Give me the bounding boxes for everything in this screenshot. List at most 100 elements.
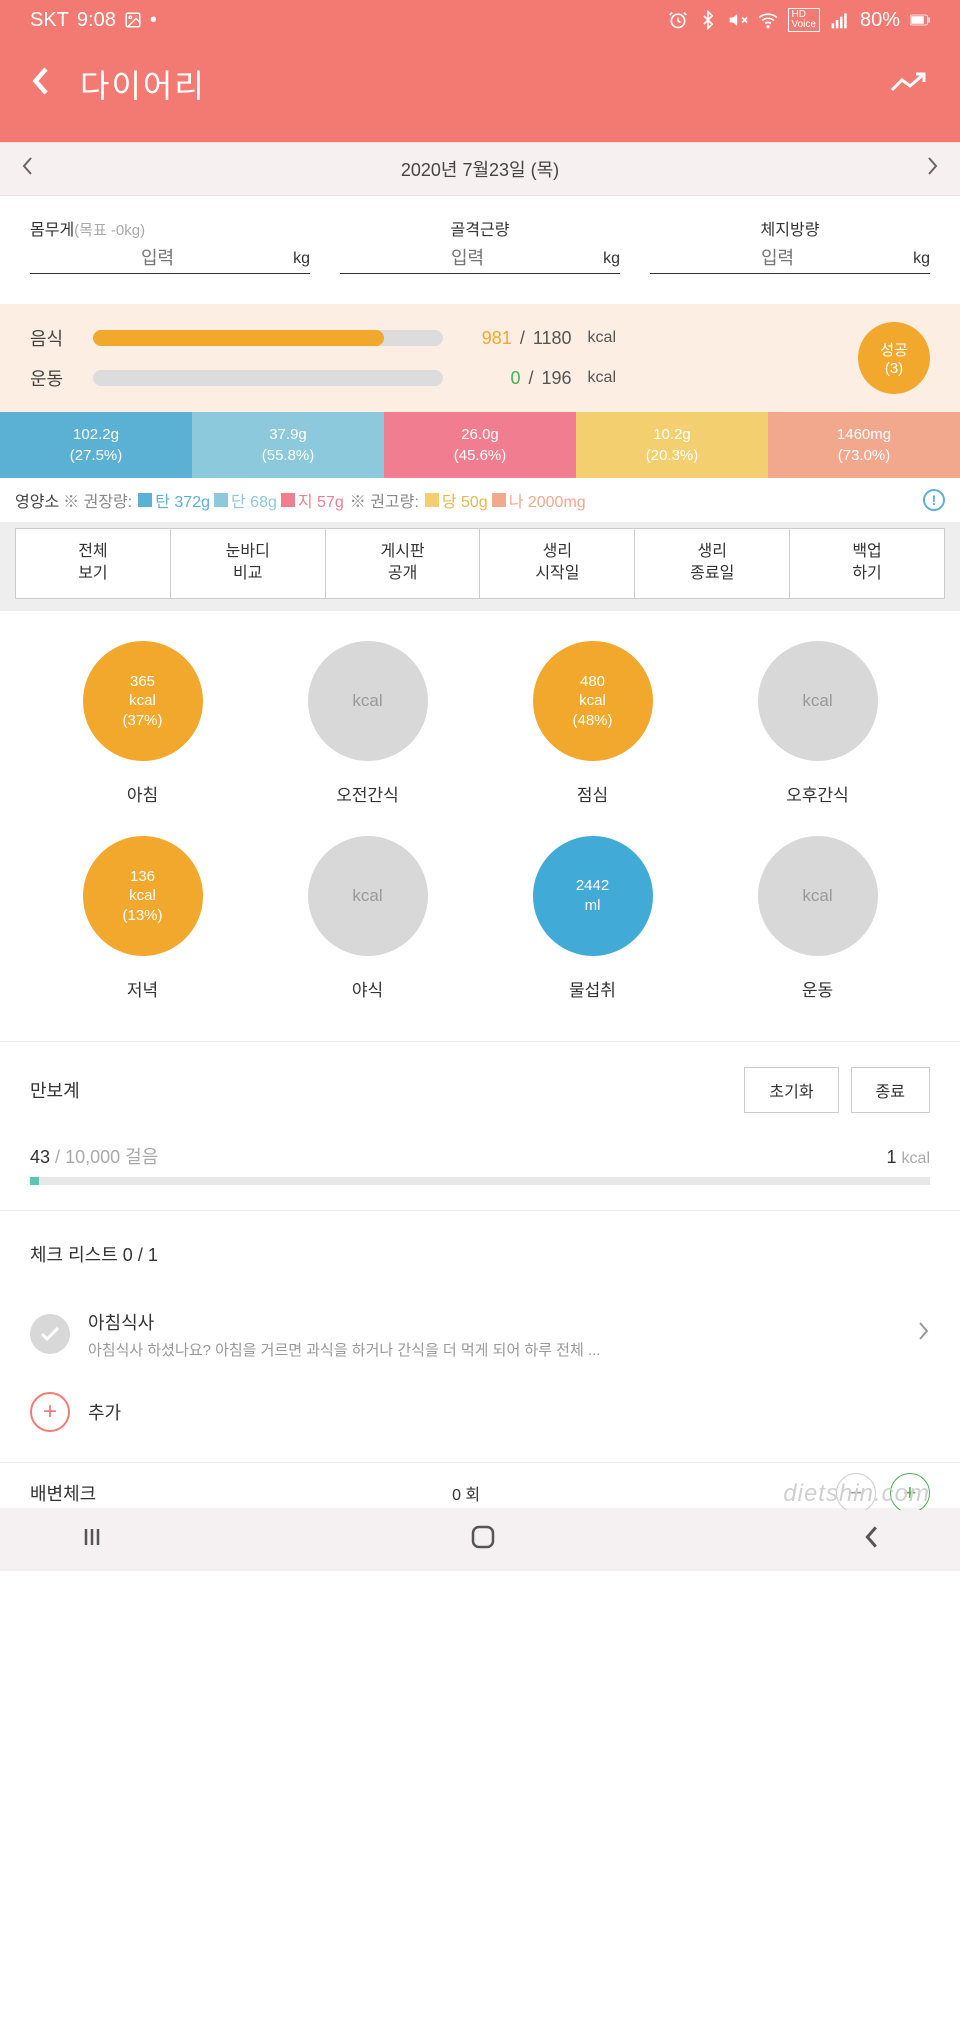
reset-button[interactable]: 초기화 xyxy=(744,1067,838,1113)
home-button[interactable] xyxy=(470,1524,496,1555)
tab[interactable]: 생리시작일 xyxy=(480,529,635,598)
page-title: 다이어리 xyxy=(80,61,890,107)
steps-display: 43 / 10,000 걸음 xyxy=(30,1143,158,1169)
nutrient-cell: 37.9g(55.8%) xyxy=(192,412,384,478)
android-nav-bar xyxy=(0,1508,960,1571)
meal-label: 물섭취 xyxy=(569,976,616,1001)
nutrient-legend: 영양소 ※ 권장량: 탄 372g단 68g지 57g ※ 권고량: 당 50g… xyxy=(0,478,960,522)
tab[interactable]: 눈바디비교 xyxy=(171,529,326,598)
meal-item[interactable]: kcal 오전간식 xyxy=(265,641,470,806)
image-icon xyxy=(124,11,142,29)
success-badge[interactable]: 성공 (3) xyxy=(858,322,930,394)
carrier-label: SKT xyxy=(30,9,69,32)
food-progress-bar xyxy=(93,330,443,346)
meal-circle: 136kcal(13%) xyxy=(83,836,203,956)
info-icon[interactable]: ! xyxy=(923,489,945,511)
legend-item: 단 68g xyxy=(214,488,277,512)
meal-label: 저녁 xyxy=(127,976,158,1001)
meal-item[interactable]: 136kcal(13%) 저녁 xyxy=(40,836,245,1001)
checklist-item[interactable]: 아침식사 아침식사 하셨나요? 아침을 거르면 과식을 하거나 간식을 더 먹게… xyxy=(30,1297,930,1372)
meal-circle: 2442ml xyxy=(533,836,653,956)
weight-metric: 몸무게(목표 -0kg) kg xyxy=(30,216,310,274)
meal-item[interactable]: 480kcal(48%) 점심 xyxy=(490,641,695,806)
meal-item[interactable]: kcal 오후간식 xyxy=(715,641,920,806)
nutrient-cell: 26.0g(45.6%) xyxy=(384,412,576,478)
tabs-container: 전체보기눈바디비교게시판공개생리시작일생리종료일백업하기 xyxy=(0,522,960,611)
hd-voice-icon: HDVoice xyxy=(788,8,820,32)
fat-metric: 체지방량 kg xyxy=(650,216,930,274)
clock-time: 9:08 xyxy=(77,9,116,32)
chevron-right-icon xyxy=(918,1320,930,1348)
bowel-section: 배변체크 0 회 − + xyxy=(0,1462,960,1510)
legend-item: 지 57g xyxy=(281,488,344,512)
meal-item[interactable]: kcal 야식 xyxy=(265,836,470,1001)
fat-input[interactable] xyxy=(650,248,905,269)
legend-item: 나 2000mg xyxy=(492,488,586,512)
nav-back-button[interactable] xyxy=(862,1525,880,1554)
meal-label: 운동 xyxy=(802,976,833,1001)
calorie-progress-section: 음식 981/1180 kcal 운동 0/196 kcal 성공 (3) xyxy=(0,304,960,412)
wifi-icon xyxy=(758,10,778,30)
checklist-title: 체크 리스트 0 / 1 xyxy=(30,1241,930,1267)
date-navigator: 2020년 7월23일 (목) xyxy=(0,142,960,196)
checklist-section: 체크 리스트 0 / 1 아침식사 아침식사 하셨나요? 아침을 거르면 과식을… xyxy=(0,1210,960,1462)
meal-label: 아침 xyxy=(127,781,158,806)
meal-label: 점심 xyxy=(577,781,608,806)
nutrient-cell: 102.2g(27.5%) xyxy=(0,412,192,478)
date-prev-button[interactable] xyxy=(20,155,34,183)
date-next-button[interactable] xyxy=(926,155,940,183)
date-display[interactable]: 2020년 7월23일 (목) xyxy=(401,156,559,182)
meal-label: 오전간식 xyxy=(336,781,399,806)
tab[interactable]: 게시판공개 xyxy=(326,529,481,598)
exercise-current: 0 xyxy=(510,368,520,389)
check-icon xyxy=(30,1314,70,1354)
app-header: 다이어리 xyxy=(0,36,960,142)
tab[interactable]: 전체보기 xyxy=(16,529,171,598)
bluetooth-icon xyxy=(698,10,718,30)
meals-grid: 365kcal(37%) 아침 kcal 오전간식 480kcal(48%) 점심 kcal… xyxy=(0,611,960,1041)
meal-item[interactable]: 2442ml 물섭취 xyxy=(490,836,695,1001)
pedometer-bar xyxy=(30,1177,930,1185)
bowel-plus-button[interactable]: + xyxy=(890,1473,930,1510)
food-label: 음식 xyxy=(30,325,75,351)
nutrient-cell: 1460mg(73.0%) xyxy=(768,412,960,478)
legend-item: 탄 372g xyxy=(138,488,210,512)
meal-circle: 480kcal(48%) xyxy=(533,641,653,761)
pedometer-kcal: 1 kcal xyxy=(887,1147,930,1168)
end-button[interactable]: 종료 xyxy=(851,1067,930,1113)
battery-text: 80% xyxy=(860,9,900,32)
back-button[interactable] xyxy=(30,66,50,103)
body-metrics-row: 몸무게(목표 -0kg) kg 골격근량 kg 체지방량 kg xyxy=(0,196,960,304)
meal-circle: kcal xyxy=(308,836,428,956)
nutrient-bar: 102.2g(27.5%)37.9g(55.8%)26.0g(45.6%)10.… xyxy=(0,412,960,478)
meal-item[interactable]: 365kcal(37%) 아침 xyxy=(40,641,245,806)
meal-circle: kcal xyxy=(758,836,878,956)
pedometer-title: 만보계 xyxy=(30,1077,80,1103)
exercise-label: 운동 xyxy=(30,365,75,391)
muscle-input[interactable] xyxy=(340,248,595,269)
muscle-metric: 골격근량 kg xyxy=(340,216,620,274)
battery-icon xyxy=(910,10,930,30)
dot-separator: • xyxy=(150,9,157,32)
bowel-minus-button[interactable]: − xyxy=(836,1473,876,1510)
add-checklist-item[interactable]: + 추가 xyxy=(30,1372,930,1442)
tab[interactable]: 생리종료일 xyxy=(635,529,790,598)
meal-circle: kcal xyxy=(758,641,878,761)
plus-icon: + xyxy=(30,1392,70,1432)
legend-item: 당 50g xyxy=(425,488,488,512)
mute-icon xyxy=(728,10,748,30)
meal-label: 야식 xyxy=(352,976,383,1001)
signal-icon xyxy=(830,10,850,30)
meal-label: 오후간식 xyxy=(786,781,849,806)
status-bar: SKT 9:08 • HDVoice 80% xyxy=(0,0,960,36)
trend-icon[interactable] xyxy=(890,68,930,101)
alarm-icon xyxy=(668,10,688,30)
exercise-progress-bar xyxy=(93,370,443,386)
weight-input[interactable] xyxy=(30,248,285,269)
meal-item[interactable]: kcal 운동 xyxy=(715,836,920,1001)
meal-circle: 365kcal(37%) xyxy=(83,641,203,761)
meal-circle: kcal xyxy=(308,641,428,761)
tab[interactable]: 백업하기 xyxy=(790,529,944,598)
recent-apps-button[interactable] xyxy=(80,1525,104,1554)
pedometer-section: 만보계 초기화 종료 43 / 10,000 걸음 1 kcal xyxy=(0,1041,960,1210)
